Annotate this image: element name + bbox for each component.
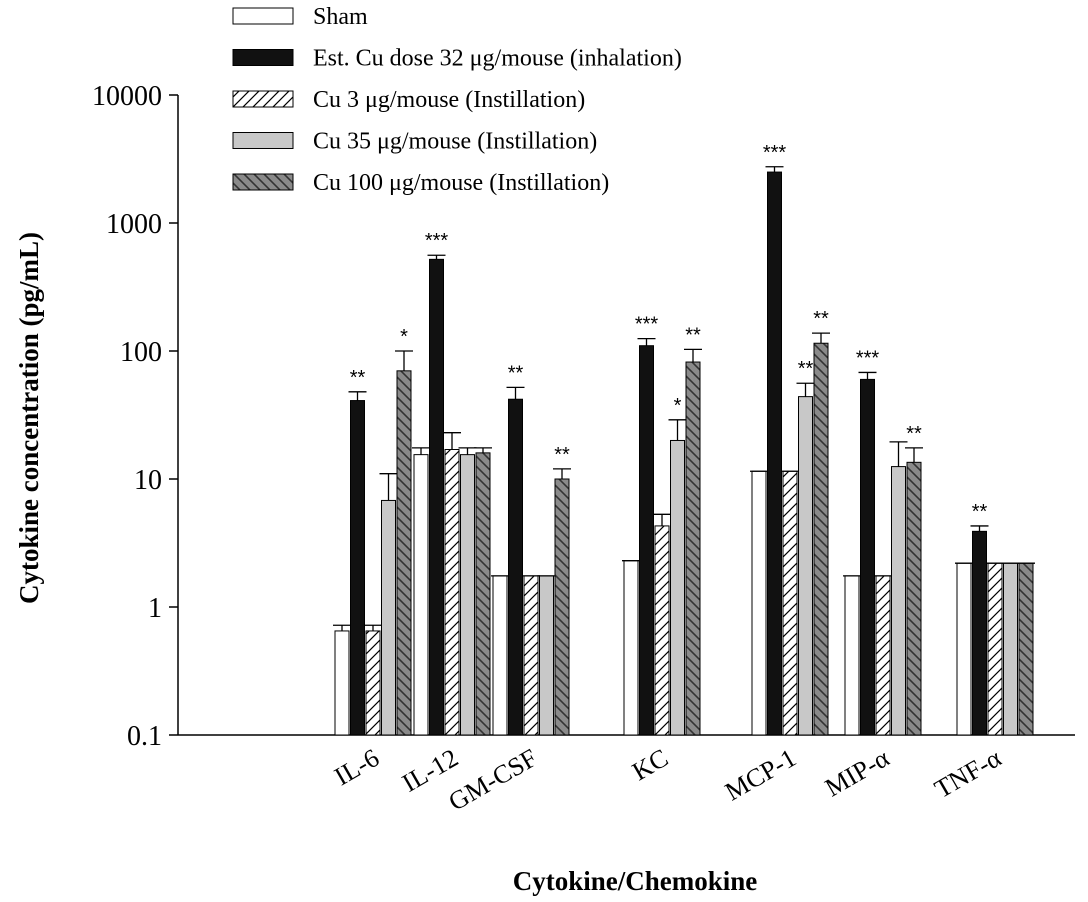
x-category-label: MCP-1 [720, 743, 801, 806]
significance-label: * [400, 326, 408, 348]
significance-label: ** [508, 362, 524, 384]
legend-label: Est. Cu dose 32 μg/mouse (inhalation) [313, 46, 682, 72]
bar [623, 560, 639, 736]
bar [670, 439, 685, 736]
bar [413, 454, 429, 736]
y-tick-label: 10000 [92, 81, 162, 112]
bar [523, 575, 539, 736]
y-tick-label: 0.1 [127, 721, 162, 752]
significance-label: ** [685, 324, 701, 346]
significance-label: ** [798, 358, 814, 380]
y-tick-label: 100 [120, 337, 162, 368]
bar [906, 461, 922, 736]
bar [444, 449, 460, 736]
x-category-label: GM-CSF [444, 743, 542, 817]
legend-swatch [232, 49, 294, 66]
bar [875, 575, 891, 736]
x-category-label: MIP-α [820, 743, 894, 803]
bar [891, 466, 906, 736]
significance-label: *** [763, 142, 787, 164]
x-axis-title: Cytokine/Chemokine [513, 866, 758, 896]
bar [767, 171, 782, 736]
bar [860, 378, 875, 736]
bar [460, 454, 475, 736]
bar [798, 396, 813, 736]
bar [956, 562, 972, 736]
y-tick-label: 1000 [106, 209, 162, 240]
significance-label: ** [972, 501, 988, 523]
bar [639, 345, 654, 736]
x-category-label: IL-6 [329, 743, 384, 791]
bar [350, 400, 365, 736]
legend-label: Cu 3 μg/mouse (Instillation) [313, 87, 585, 113]
significance-label: ** [906, 423, 922, 445]
x-category-label: TNF-α [930, 743, 1007, 804]
bars [333, 166, 1035, 736]
bar [396, 370, 412, 736]
bar [492, 575, 508, 736]
legend: Sham Est. Cu dose 32 μg/mouse (inhalation… [232, 4, 682, 196]
bar [987, 562, 1003, 736]
bar [813, 342, 829, 736]
significance-label: ** [350, 367, 366, 389]
bar [475, 452, 491, 736]
legend-label: Sham [313, 4, 368, 30]
y-tick-label: 1 [148, 593, 162, 624]
significance-marks: ****************************** [350, 142, 988, 523]
bar [429, 258, 444, 736]
bar [751, 470, 767, 736]
bar [381, 499, 396, 736]
legend-label: Cu 100 μg/mouse (Instillation) [313, 170, 609, 196]
bar [654, 525, 670, 736]
bar [1018, 562, 1034, 736]
bar [685, 361, 701, 736]
legend-swatch [232, 173, 294, 191]
bar [365, 630, 381, 736]
y-axis: 0.1 1 10 100 1000 10000 [92, 81, 179, 752]
bar [782, 470, 798, 736]
bar [539, 575, 554, 736]
x-category-label: KC [627, 743, 673, 786]
significance-label: *** [635, 314, 659, 336]
legend-swatch [232, 7, 294, 25]
legend-swatch [232, 132, 294, 149]
significance-label: ** [554, 444, 570, 466]
bar [1003, 562, 1018, 736]
bar [508, 398, 523, 736]
significance-label: ** [813, 308, 829, 330]
bar [972, 530, 987, 736]
bar [334, 630, 350, 736]
significance-label: * [674, 395, 682, 417]
significance-label: *** [856, 347, 880, 369]
significance-label: *** [425, 230, 449, 252]
legend-label: Cu 35 μg/mouse (Instillation) [313, 129, 597, 155]
y-axis-title: Cytokine concentration (pg/mL) [14, 232, 44, 604]
bar [844, 575, 860, 736]
bar [554, 478, 570, 736]
legend-swatch [232, 90, 294, 108]
y-tick-label: 10 [134, 465, 162, 496]
